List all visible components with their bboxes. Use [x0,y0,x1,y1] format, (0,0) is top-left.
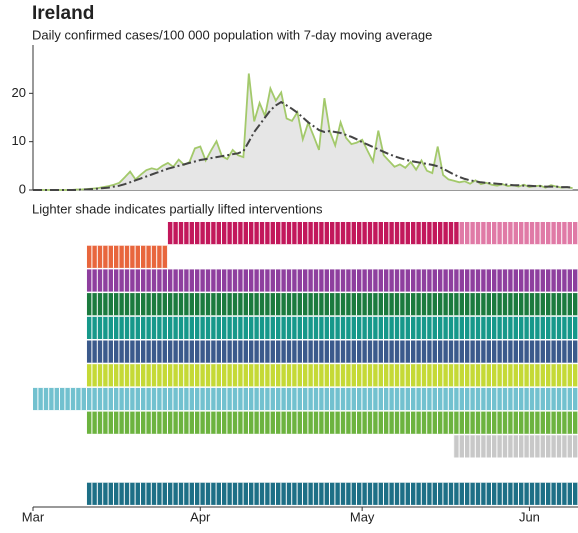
stripes [453,435,578,458]
chart-title: Ireland [32,3,94,24]
x-tick-label: Jun [519,509,540,524]
stripes [86,245,168,268]
line [33,100,573,191]
x-tick-label: Apr [190,509,211,524]
stripes [86,269,578,292]
stripes [86,364,578,387]
y-tick-label: 0 [19,181,26,196]
note: Lighter shade indicates partially lifted… [32,201,323,216]
y-tick-label: 20 [12,85,26,100]
stripes [167,222,578,245]
chart-subtitle: Daily confirmed cases/100 000 population… [32,27,432,42]
y-tick-label: 10 [12,133,26,148]
stripes [86,293,578,316]
stripes [86,340,578,363]
line [33,73,573,191]
x-tick-label: May [350,509,375,524]
stripes [86,482,578,505]
x-tick-label: Mar [22,509,45,524]
stripes [86,411,578,434]
stripes [33,387,578,411]
stripes [86,316,578,339]
area [33,73,573,190]
